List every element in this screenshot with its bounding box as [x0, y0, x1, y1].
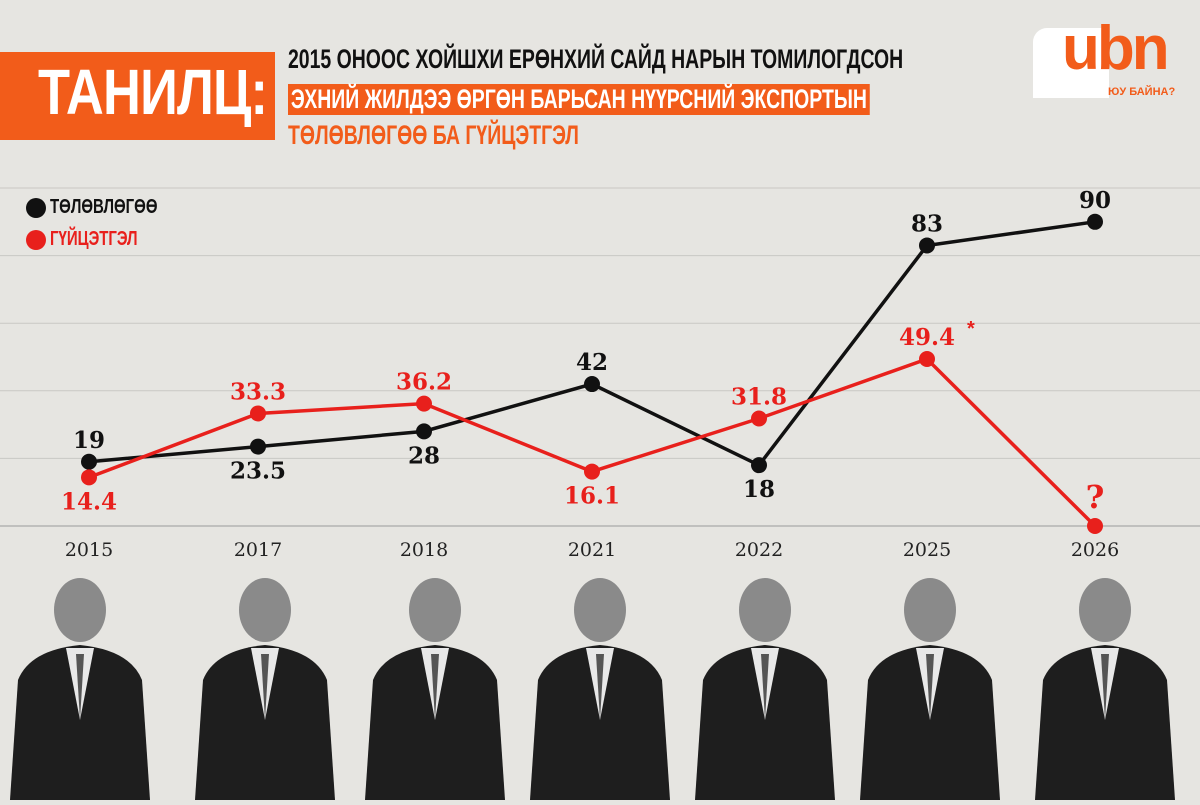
x-tick-label: 2026 — [1071, 539, 1119, 561]
data-point — [751, 410, 767, 427]
data-point — [584, 376, 600, 393]
legend-dot-actual — [26, 230, 46, 250]
title-tag-background — [0, 52, 275, 140]
data-label: 23.5 — [230, 458, 286, 485]
x-tick-label: 2021 — [568, 539, 616, 561]
data-label: 90 — [1079, 187, 1111, 214]
prime-minister-photo — [185, 570, 335, 800]
data-label: 31.8 — [731, 384, 787, 411]
data-point — [1087, 213, 1103, 230]
x-tick-label: 2022 — [735, 539, 783, 561]
prime-minister-photo — [520, 570, 670, 800]
prime-minister-photo — [0, 570, 150, 800]
data-point — [81, 469, 97, 486]
data-label: 36.2 — [396, 369, 452, 396]
data-point — [416, 395, 432, 412]
data-point — [919, 237, 935, 254]
legend-plan: ТӨЛӨВЛӨГӨӨ — [50, 196, 158, 218]
x-tick-label: 2015 — [65, 539, 113, 561]
data-point — [81, 453, 97, 470]
data-label: 18 — [743, 476, 775, 503]
data-point — [250, 438, 266, 455]
logo: ubn — [1062, 14, 1170, 83]
prime-minister-photo — [685, 570, 835, 800]
headline-line-1: 2015 ОНООС ХОЙШХИ ЕРӨНХИЙ САЙД НАРЫН ТОМ… — [288, 44, 904, 74]
data-point — [416, 423, 432, 440]
data-label: 42 — [576, 349, 608, 376]
x-tick-label: 2017 — [234, 539, 282, 561]
data-point — [1087, 518, 1103, 534]
data-label: ? — [1086, 478, 1105, 516]
data-label: 19 — [73, 427, 105, 454]
prime-minister-photo — [1025, 570, 1175, 800]
data-label: 16.1 — [564, 483, 620, 510]
title-tag: ТАНИЛЦ: — [38, 56, 268, 128]
data-label: 33.3 — [230, 378, 286, 405]
data-label: 83 — [911, 210, 943, 237]
headline-line-2: ЭХНИЙ ЖИЛДЭЭ ӨРГӨН БАРЬСАН НҮҮРСНИЙ ЭКСП… — [288, 84, 870, 115]
data-point — [751, 457, 767, 474]
data-point — [919, 351, 935, 368]
data-point — [584, 463, 600, 480]
data-point — [250, 405, 266, 422]
data-label: 14.4 — [61, 488, 117, 515]
data-label: 49.4 — [899, 324, 955, 351]
headline-line-3: ТӨЛӨВЛӨГӨӨ БА ГҮЙЦЭТГЭЛ — [288, 120, 579, 150]
annotation-asterisk: * — [967, 318, 975, 340]
logo-box — [1033, 28, 1109, 98]
data-label: 28 — [408, 442, 440, 469]
x-tick-label: 2025 — [903, 539, 951, 561]
logo-subtitle: ЮУ БАЙНА? — [1108, 86, 1176, 98]
prime-minister-photo — [850, 570, 1000, 800]
legend-dot-plan — [26, 198, 46, 218]
legend-actual: ГҮЙЦЭТГЭЛ — [50, 228, 138, 250]
prime-minister-photo — [355, 570, 505, 800]
x-tick-label: 2018 — [400, 539, 448, 561]
